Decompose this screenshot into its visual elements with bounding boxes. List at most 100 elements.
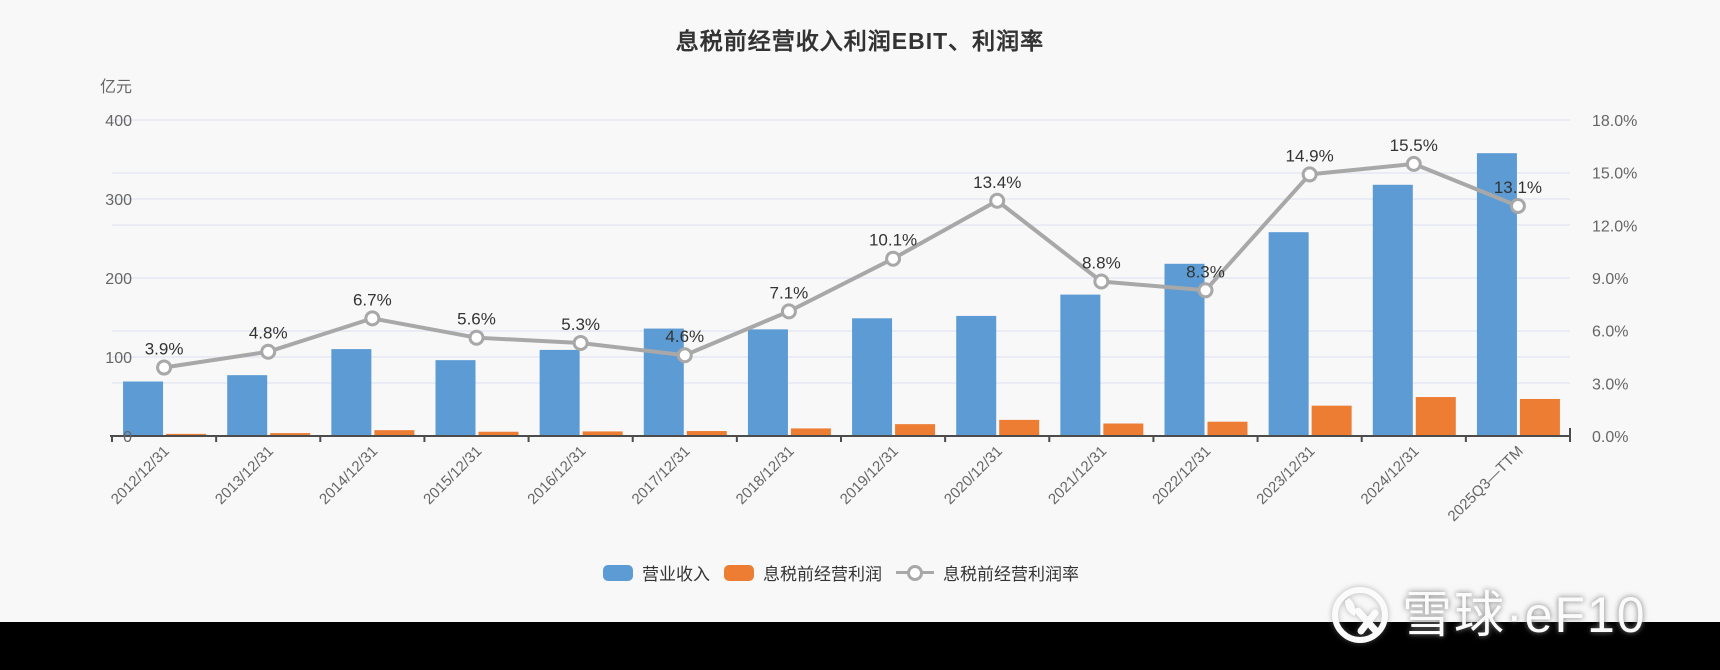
bar-revenue-2020/12/31[interactable] — [956, 315, 997, 436]
x-label: 2025Q3—TTM — [1445, 443, 1527, 525]
ebit-swatch-icon — [724, 564, 754, 581]
xueqiu-logo-icon — [1332, 587, 1388, 643]
legend-item-revenue[interactable]: 营业收入 — [603, 560, 710, 585]
left-axis-labels: 0 100 200 300 400 亿元 — [100, 78, 132, 446]
watermark-text: 雪球·eF10 — [1402, 587, 1647, 643]
revenue-bars — [123, 153, 1517, 436]
bar-ebit-2023/12/31[interactable] — [1311, 405, 1352, 436]
bar-revenue-2025Q3—TTM[interactable] — [1476, 153, 1517, 436]
bar-ebit-2016/12/31[interactable] — [582, 431, 623, 436]
bar-ebit-2013/12/31[interactable] — [270, 433, 311, 436]
svg-text:100: 100 — [105, 350, 132, 367]
margin-point-2013/12/31[interactable] — [260, 343, 277, 360]
margin-label: 14.9% — [1286, 146, 1334, 165]
bar-ebit-2019/12/31[interactable] — [895, 424, 936, 436]
margin-point-2015/12/31[interactable] — [468, 329, 485, 346]
x-label: 2020/12/31 — [941, 443, 1006, 508]
margin-point-2021/12/31[interactable] — [1093, 273, 1110, 290]
margin-label: 7.1% — [770, 283, 809, 302]
margin-label: 5.6% — [457, 310, 496, 329]
legend-label-ebit: 息税前经营利润 — [763, 565, 882, 584]
margin-label: 13.4% — [973, 173, 1021, 192]
svg-text:3.0%: 3.0% — [1592, 376, 1628, 393]
margin-labels: 3.9% 4.8% 6.7% 5.6% 5.3% 4.6% 7.1% 10.1% 13.4% 8.… — [145, 136, 1542, 359]
svg-text:18.0%: 18.0% — [1592, 113, 1637, 130]
bottom-black-bar — [0, 622, 1720, 670]
x-label: 2023/12/31 — [1253, 443, 1318, 508]
bar-revenue-2017/12/31[interactable] — [643, 328, 684, 436]
ebit-bars — [166, 397, 1560, 436]
margin-point-2024/12/31[interactable] — [1405, 155, 1422, 172]
left-axis-unit: 亿元 — [100, 78, 132, 96]
x-label: 2016/12/31 — [524, 443, 589, 508]
bar-revenue-2024/12/31[interactable] — [1372, 184, 1413, 436]
margin-point-2022/12/31[interactable] — [1197, 282, 1214, 299]
margin-point-2025Q3—TTM[interactable] — [1509, 198, 1526, 215]
bar-ebit-2022/12/31[interactable] — [1207, 421, 1248, 436]
x-label: 2015/12/31 — [420, 443, 485, 508]
svg-text:300: 300 — [105, 192, 132, 209]
bar-revenue-2012/12/31[interactable] — [123, 381, 164, 436]
margin-point-2017/12/31[interactable] — [676, 347, 693, 364]
margin-label: 15.5% — [1390, 136, 1438, 155]
margin-label: 4.6% — [665, 327, 704, 346]
bar-revenue-2018/12/31[interactable] — [747, 329, 788, 436]
svg-text:15.0%: 15.0% — [1592, 166, 1637, 183]
svg-text:6.0%: 6.0% — [1592, 324, 1628, 341]
x-label: 2021/12/31 — [1045, 443, 1110, 508]
legend: 营业收入 息税前经营利润 息税前经营利润率 — [603, 560, 1079, 585]
margin-point-2023/12/31[interactable] — [1301, 166, 1318, 183]
bar-ebit-2012/12/31[interactable] — [166, 433, 207, 436]
margin-point-2016/12/31[interactable] — [572, 334, 589, 351]
bar-revenue-2013/12/31[interactable] — [227, 375, 268, 436]
bar-ebit-2018/12/31[interactable] — [790, 428, 831, 436]
bar-revenue-2021/12/31[interactable] — [1060, 294, 1101, 436]
margin-label: 8.3% — [1186, 262, 1225, 281]
bar-ebit-2024/12/31[interactable] — [1415, 397, 1456, 436]
svg-text:9.0%: 9.0% — [1592, 271, 1628, 288]
margin-line — [156, 155, 1526, 376]
x-label: 2014/12/31 — [316, 443, 381, 508]
margin-point-2014/12/31[interactable] — [364, 310, 381, 327]
x-label: 2019/12/31 — [837, 443, 902, 508]
bar-revenue-2014/12/31[interactable] — [331, 349, 372, 436]
bar-revenue-2015/12/31[interactable] — [435, 360, 476, 436]
bar-ebit-2021/12/31[interactable] — [1103, 423, 1144, 436]
x-label: 2024/12/31 — [1358, 443, 1423, 508]
x-axis-labels: 2012/12/31 2013/12/31 2014/12/31 2015/12/31… — [108, 443, 1527, 525]
chart-title: 息税前经营收入利润EBIT、利润率 — [675, 28, 1045, 54]
x-label: 2018/12/31 — [733, 443, 798, 508]
svg-text:200: 200 — [105, 271, 132, 288]
legend-label-revenue: 营业收入 — [642, 565, 710, 584]
bar-ebit-2025Q3—TTM[interactable] — [1519, 398, 1560, 436]
x-axis — [110, 428, 1571, 442]
x-label: 2013/12/31 — [212, 443, 277, 508]
margin-label: 6.7% — [353, 290, 392, 309]
svg-text:400: 400 — [105, 113, 132, 130]
margin-label: 5.3% — [561, 315, 600, 334]
legend-item-ebit[interactable]: 息税前经营利润 — [724, 560, 882, 585]
margin-label: 10.1% — [869, 231, 917, 250]
margin-point-2019/12/31[interactable] — [885, 250, 902, 267]
svg-text:12.0%: 12.0% — [1592, 218, 1637, 235]
x-label: 2022/12/31 — [1149, 443, 1214, 508]
bar-revenue-2019/12/31[interactable] — [852, 318, 893, 436]
legend-label-margin: 息税前经营利润率 — [943, 565, 1079, 584]
bar-ebit-2020/12/31[interactable] — [999, 419, 1040, 436]
bar-ebit-2015/12/31[interactable] — [478, 431, 519, 436]
margin-point-2020/12/31[interactable] — [989, 192, 1006, 209]
margin-label: 4.8% — [249, 324, 288, 343]
legend-item-margin[interactable]: 息税前经营利润率 — [896, 560, 1079, 585]
bar-revenue-2016/12/31[interactable] — [539, 349, 580, 436]
margin-point-2018/12/31[interactable] — [780, 303, 797, 320]
x-label: 2017/12/31 — [629, 443, 694, 508]
margin-point-2012/12/31[interactable] — [156, 359, 173, 376]
bar-ebit-2014/12/31[interactable] — [374, 430, 415, 436]
bar-revenue-2023/12/31[interactable] — [1268, 232, 1309, 436]
x-label: 2012/12/31 — [108, 443, 173, 508]
revenue-swatch-icon — [603, 564, 633, 581]
svg-text:0: 0 — [123, 429, 132, 446]
bar-ebit-2017/12/31[interactable] — [686, 431, 727, 436]
